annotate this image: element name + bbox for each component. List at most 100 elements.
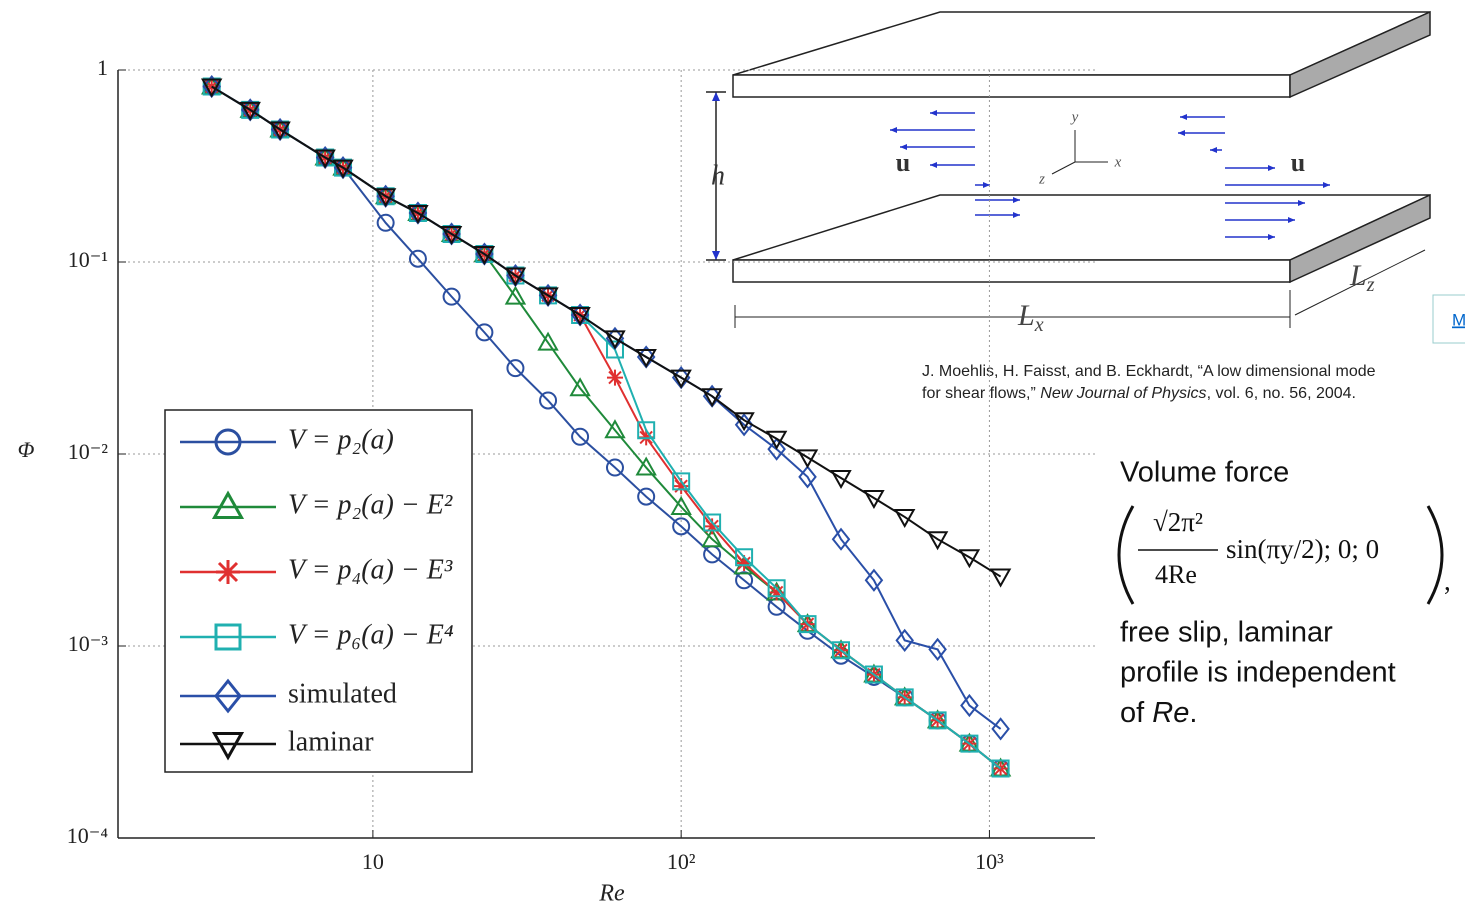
legend-label: V = p₄(a) − E³: [288, 554, 453, 585]
legend-marker: [211, 490, 245, 519]
data-point: [506, 359, 525, 378]
data-point: [473, 246, 496, 266]
data-point: [332, 159, 354, 179]
citation-text: , vol. 6, no. 56, 2004.: [1207, 385, 1356, 402]
y-tick-label: 10⁻³: [68, 631, 109, 656]
data-point: [733, 412, 755, 432]
plate-bottom-side: [1289, 193, 1431, 284]
data-point: [798, 615, 817, 634]
legend-label: V = p₂(a) − E²: [288, 489, 453, 520]
plate-top-side: [1289, 10, 1431, 99]
data-point: [407, 204, 429, 225]
data-point: [798, 465, 817, 489]
y-tick-label: 1: [97, 55, 108, 80]
data-point: [991, 717, 1010, 741]
data-point: [571, 427, 590, 446]
data-point: [830, 469, 852, 490]
data-point: [895, 628, 914, 652]
axis-x-label: x: [1114, 154, 1122, 170]
y-tick-label: 10⁻²: [68, 439, 109, 464]
data-point: [989, 568, 1012, 588]
x-tick-label: 10²: [667, 849, 696, 874]
series-line: [211, 85, 1002, 578]
data-point: [442, 287, 461, 306]
data-point: [200, 78, 223, 98]
x-tick-label: 10: [362, 849, 384, 874]
note-heading: Volume force: [1120, 457, 1289, 489]
plate-top-front: [732, 74, 1291, 98]
data-point: [672, 472, 691, 491]
data-point: [863, 489, 885, 510]
data-point: [537, 331, 559, 351]
data-point: [701, 388, 723, 408]
data-point: [374, 188, 397, 208]
data-point: [376, 213, 395, 232]
data-point: [408, 249, 427, 268]
note-line: free slip, laminar: [1120, 617, 1333, 649]
y-tick-label: 10⁻¹: [68, 247, 108, 272]
formula-rest: sin(πy/2); 0; 0: [1226, 534, 1379, 564]
note-text: .: [1189, 697, 1197, 729]
numerator: √2π²: [1153, 507, 1203, 537]
data-point: [864, 568, 884, 592]
denominator: 4Re: [1155, 560, 1197, 589]
note-em: Re: [1152, 697, 1189, 729]
data-point: [992, 760, 1009, 777]
legend-label: V = p₂(a): [288, 424, 394, 455]
data-point: [606, 369, 623, 386]
data-point: [768, 584, 785, 601]
data-point: [832, 641, 851, 660]
data-point: [314, 149, 336, 169]
link[interactable]: M: [1452, 310, 1465, 329]
x-tick-label: 10³: [975, 849, 1004, 874]
channel-diagram: [706, 10, 1431, 328]
data-point: [637, 421, 656, 440]
link-box: [1432, 294, 1465, 344]
legend-label: V = p₆(a) − E⁴: [288, 619, 454, 650]
data-point: [895, 688, 914, 707]
data-point: [504, 285, 527, 305]
data-point: [537, 287, 559, 307]
citation-journal: New Journal of Physics: [1040, 385, 1206, 402]
data-point: [991, 759, 1010, 778]
legend-label: simulated: [288, 678, 397, 709]
data-point: [605, 458, 624, 477]
data-point: [765, 430, 788, 450]
data-point: [701, 528, 723, 548]
data-point: [635, 349, 657, 369]
data-point: [475, 323, 494, 342]
citation-line: for shear flows,” New Journal of Physics…: [922, 385, 1356, 402]
axis-z-label: z: [1038, 171, 1045, 187]
legend-marker: [214, 678, 242, 714]
lx-label: Lx: [1017, 299, 1044, 336]
data-point: [673, 478, 690, 495]
y-axis-label: Φ: [18, 437, 35, 462]
citation-line: J. Moehlis, H. Faisst, and B. Eckhardt, …: [922, 363, 1376, 380]
data-point: [704, 518, 721, 535]
data-point: [635, 456, 657, 476]
data-point: [539, 391, 558, 410]
lz-main: L: [1349, 259, 1367, 292]
data-point: [440, 225, 463, 245]
data-point: [960, 734, 979, 753]
data-point: [928, 637, 947, 662]
data-point: [864, 665, 883, 684]
note-text: of: [1120, 697, 1152, 729]
data-point: [767, 437, 786, 461]
h-label: h: [711, 160, 725, 191]
lx-sub: x: [1034, 314, 1044, 336]
data-point: [893, 508, 916, 528]
lz-dimension: [1294, 249, 1426, 316]
axis-z: [1051, 161, 1076, 175]
data-point: [703, 545, 722, 564]
data-point: [604, 330, 626, 350]
data-point: [831, 527, 851, 551]
legend-box: [164, 409, 473, 773]
data-point: [767, 579, 786, 598]
data-point: [670, 495, 692, 515]
y-tick-label: 10⁻⁴: [67, 823, 109, 848]
note-line: of Re.: [1120, 697, 1197, 729]
citation-text: for shear flows,”: [922, 385, 1040, 402]
